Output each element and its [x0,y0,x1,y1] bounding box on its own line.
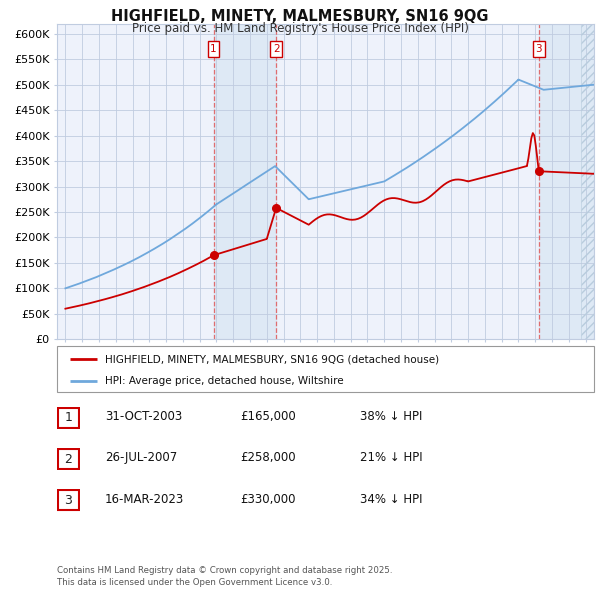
Text: 26-JUL-2007: 26-JUL-2007 [105,451,177,464]
Text: HIGHFIELD, MINETY, MALMESBURY, SN16 9QG (detached house): HIGHFIELD, MINETY, MALMESBURY, SN16 9QG … [106,354,439,364]
Bar [539,24,594,339]
Text: Price paid vs. HM Land Registry's House Price Index (HPI): Price paid vs. HM Land Registry's House … [131,22,469,35]
Text: 1: 1 [210,44,217,54]
Text: 2: 2 [273,44,280,54]
Text: HIGHFIELD, MINETY, MALMESBURY, SN16 9QG: HIGHFIELD, MINETY, MALMESBURY, SN16 9QG [111,9,489,24]
Text: 34% ↓ HPI: 34% ↓ HPI [360,493,422,506]
Text: £330,000: £330,000 [240,493,296,506]
Text: £258,000: £258,000 [240,451,296,464]
Text: £165,000: £165,000 [240,410,296,423]
Text: 2: 2 [64,453,73,466]
Text: Contains HM Land Registry data © Crown copyright and database right 2025.
This d: Contains HM Land Registry data © Crown c… [57,566,392,587]
Text: 21% ↓ HPI: 21% ↓ HPI [360,451,422,464]
Text: 3: 3 [64,494,73,507]
Text: 16-MAR-2023: 16-MAR-2023 [105,493,184,506]
Text: 1: 1 [64,411,73,424]
Text: 31-OCT-2003: 31-OCT-2003 [105,410,182,423]
Text: HPI: Average price, detached house, Wiltshire: HPI: Average price, detached house, Wilt… [106,376,344,386]
Text: 3: 3 [535,44,542,54]
Bar [214,24,276,339]
Text: 38% ↓ HPI: 38% ↓ HPI [360,410,422,423]
